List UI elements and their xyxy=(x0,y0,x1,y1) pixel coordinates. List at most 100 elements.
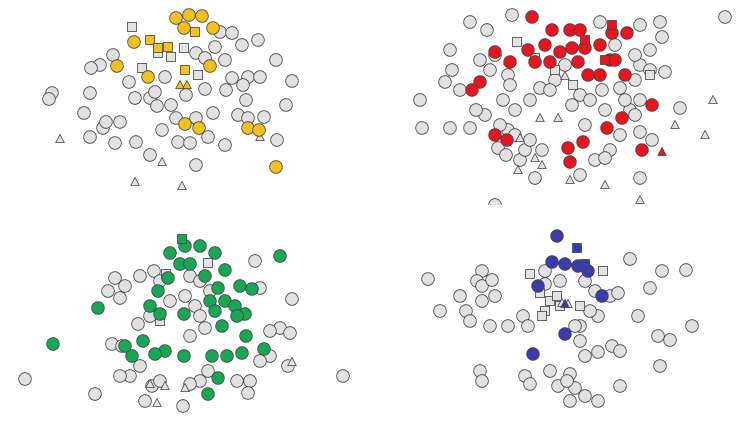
shot-marker xyxy=(528,55,542,69)
shot-marker xyxy=(152,397,162,407)
shot-marker xyxy=(593,15,607,29)
shot-marker xyxy=(133,359,147,373)
goal xyxy=(538,0,597,12)
shot-marker xyxy=(558,327,572,341)
shot-marker xyxy=(558,257,572,271)
shot-marker xyxy=(633,125,647,139)
shot-marker xyxy=(257,110,271,124)
shot-marker xyxy=(600,55,610,65)
shot-marker xyxy=(553,274,567,288)
shot-marker xyxy=(415,121,429,135)
shot-marker xyxy=(453,83,467,97)
shot-marker xyxy=(273,249,287,263)
shot-marker xyxy=(225,71,239,85)
panel xyxy=(0,216,370,413)
shot-marker xyxy=(239,93,253,107)
shot-marker xyxy=(148,347,162,361)
shot-marker xyxy=(136,334,150,348)
shot-marker xyxy=(99,115,113,129)
shot-marker xyxy=(198,269,212,283)
shot-marker xyxy=(180,382,190,392)
shot-marker xyxy=(623,252,637,266)
six-yard-box xyxy=(488,224,647,263)
shot-marker xyxy=(235,346,249,360)
shot-marker xyxy=(578,118,592,132)
shot-marker xyxy=(179,88,193,102)
shot-marker xyxy=(163,294,177,308)
shot-marker xyxy=(545,296,555,306)
goal xyxy=(158,216,217,228)
shot-marker xyxy=(128,91,142,105)
shot-marker xyxy=(192,121,206,135)
shot-marker xyxy=(236,78,250,92)
shot-marker xyxy=(583,93,597,107)
shot-marker xyxy=(157,156,167,166)
shot-marker xyxy=(206,106,220,120)
shot-marker xyxy=(521,319,535,333)
shot-marker xyxy=(230,374,244,388)
shot-marker xyxy=(538,38,552,52)
shot-marker xyxy=(108,271,122,285)
shot-marker xyxy=(182,8,196,22)
shot-marker xyxy=(183,329,197,343)
shot-marker xyxy=(591,394,605,408)
shot-marker xyxy=(560,374,574,388)
shot-marker xyxy=(523,133,537,147)
shot-marker xyxy=(558,58,572,72)
shot-marker xyxy=(283,326,297,340)
shot-marker xyxy=(211,371,225,385)
shot-marker xyxy=(248,254,262,268)
shot-marker xyxy=(108,136,122,150)
shot-marker xyxy=(700,129,710,139)
shot-marker xyxy=(421,272,435,286)
shot-marker xyxy=(643,43,657,57)
shot-marker xyxy=(215,319,229,333)
shot-marker xyxy=(598,103,612,117)
shot-marker xyxy=(679,263,693,277)
shot-marker xyxy=(651,329,665,343)
shot-marker xyxy=(523,377,537,391)
shot-marker xyxy=(561,141,575,155)
shot-marker xyxy=(453,289,467,303)
shot-marker xyxy=(118,279,132,293)
shot-marker xyxy=(475,294,489,308)
shot-marker xyxy=(225,26,239,40)
shot-marker xyxy=(568,80,578,90)
shot-marker xyxy=(613,81,627,95)
shot-marker xyxy=(571,55,585,69)
shot-marker xyxy=(525,10,539,24)
shot-marker xyxy=(193,70,203,80)
shot-marker xyxy=(263,324,277,338)
shot-marker xyxy=(164,98,178,112)
shot-marker xyxy=(153,43,163,53)
shot-marker xyxy=(538,264,552,278)
shot-marker xyxy=(463,121,477,135)
shot-marker xyxy=(177,349,191,363)
shot-marker xyxy=(550,229,564,243)
shot-marker xyxy=(42,92,56,106)
shot-marker xyxy=(201,364,215,378)
shot-marker xyxy=(465,83,479,97)
shot-marker xyxy=(243,374,257,388)
shot-marker xyxy=(645,70,655,80)
shot-marker xyxy=(573,334,587,348)
shot-marker xyxy=(269,53,283,67)
shot-marker xyxy=(336,369,350,383)
shot-marker xyxy=(241,386,255,400)
shot-marker xyxy=(475,374,489,388)
shot-marker xyxy=(285,74,299,88)
shot-marker xyxy=(113,369,127,383)
shot-marker xyxy=(166,52,176,62)
shot-marker xyxy=(130,176,140,186)
shot-marker xyxy=(183,136,197,150)
shot-marker xyxy=(658,65,672,79)
shot-marker xyxy=(611,286,625,300)
panel-content xyxy=(380,0,750,205)
shot-marker xyxy=(252,123,266,137)
shot-marker xyxy=(618,68,632,82)
shot-marker xyxy=(593,38,607,52)
shot-marker xyxy=(708,94,718,104)
shot-marker xyxy=(133,269,147,283)
shot-marker xyxy=(655,264,669,278)
shot-marker xyxy=(220,349,234,363)
